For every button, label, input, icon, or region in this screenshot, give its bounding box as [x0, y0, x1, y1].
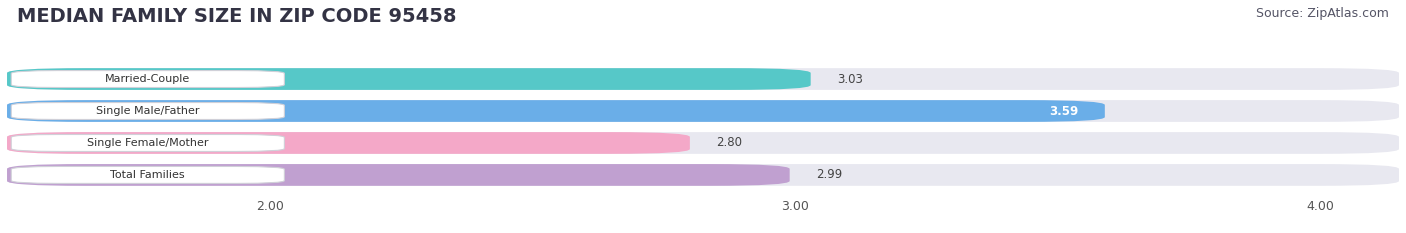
Text: Total Families: Total Families: [111, 170, 186, 180]
FancyBboxPatch shape: [11, 103, 284, 120]
FancyBboxPatch shape: [7, 68, 1399, 90]
Text: 3.03: 3.03: [837, 72, 863, 86]
Text: 3.59: 3.59: [1049, 104, 1078, 117]
Text: 2.80: 2.80: [716, 137, 742, 150]
FancyBboxPatch shape: [11, 166, 284, 183]
FancyBboxPatch shape: [7, 132, 1399, 154]
FancyBboxPatch shape: [11, 134, 284, 151]
FancyBboxPatch shape: [7, 164, 1399, 186]
FancyBboxPatch shape: [11, 71, 284, 88]
Text: Source: ZipAtlas.com: Source: ZipAtlas.com: [1256, 7, 1389, 20]
Text: Single Male/Father: Single Male/Father: [96, 106, 200, 116]
Text: Single Female/Mother: Single Female/Mother: [87, 138, 208, 148]
Text: MEDIAN FAMILY SIZE IN ZIP CODE 95458: MEDIAN FAMILY SIZE IN ZIP CODE 95458: [17, 7, 457, 26]
FancyBboxPatch shape: [7, 100, 1399, 122]
FancyBboxPatch shape: [7, 164, 790, 186]
FancyBboxPatch shape: [7, 132, 690, 154]
FancyBboxPatch shape: [7, 68, 811, 90]
Text: Married-Couple: Married-Couple: [105, 74, 190, 84]
Text: 2.99: 2.99: [815, 168, 842, 182]
FancyBboxPatch shape: [7, 100, 1105, 122]
